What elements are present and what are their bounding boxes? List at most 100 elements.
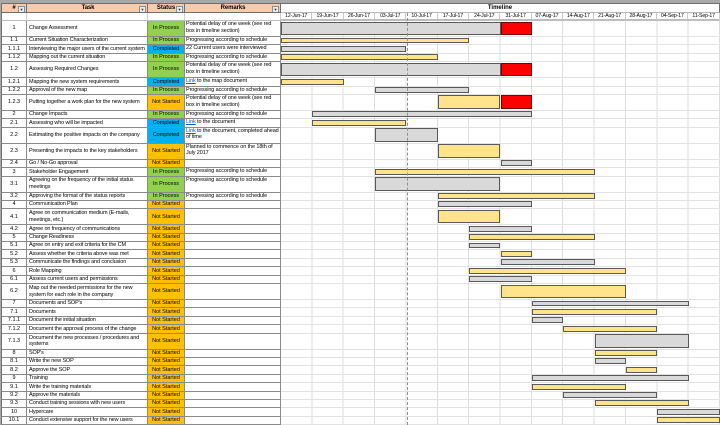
status-badge[interactable]: Not Started [148,242,185,251]
task-cell[interactable]: Approval of the new map [27,86,148,95]
timeline-date[interactable]: 31-Jul-17 [500,13,532,20]
row-number-cell[interactable]: 1.2.3 [1,94,27,111]
timeline-date[interactable]: 26-Jun-17 [343,13,376,20]
status-badge[interactable]: In Process [148,176,185,193]
row-number-cell[interactable]: 10 [1,408,27,417]
task-cell[interactable]: Stakeholder Engagement [27,168,148,177]
status-badge[interactable]: Not Started [148,143,185,160]
remark-cell[interactable]: Progressing according to schedule [185,86,281,95]
timeline-date[interactable]: 21-Aug-17 [594,13,626,20]
status-badge[interactable]: Completed [148,45,185,54]
row-number-cell[interactable]: 2.3 [1,143,27,160]
status-badge[interactable]: In Process [148,21,185,37]
remark-link[interactable]: Link [186,127,196,134]
row-number-cell[interactable]: 5.1 [1,242,27,251]
remark-cell[interactable]: Link to the document, completed ahead of… [185,127,281,144]
timeline-date[interactable]: 04-Sep-17 [657,13,689,20]
status-badge[interactable]: Not Started [148,275,185,285]
task-cell[interactable]: Document the approval process of the cha… [27,325,148,334]
task-cell[interactable]: Training [27,374,148,384]
empty-cell[interactable] [185,13,281,21]
task-cell[interactable]: Approve the SOP [27,366,148,375]
task-cell[interactable]: Agree on entry and exit criteria for the… [27,242,148,251]
task-cell[interactable]: Interviewing the major users of the curr… [27,45,148,54]
remark-cell[interactable]: Potential delay of one week (see red box… [185,62,281,79]
timeline-date[interactable]: 11-Sep-17 [688,13,719,20]
status-badge[interactable]: Not Started [148,267,185,276]
status-badge[interactable]: Not Started [148,308,185,317]
row-number-cell[interactable]: 2.1 [1,119,27,128]
remark-cell[interactable]: Link to the map document [185,78,281,87]
timeline-date[interactable]: 19-Jun-17 [312,13,344,20]
status-badge[interactable]: Not Started [148,416,185,425]
task-cell[interactable]: Documents [27,308,148,317]
remark-cell[interactable]: Planned to commence on the 18th of July … [185,143,281,160]
status-badge[interactable]: Not Started [148,333,185,350]
status-badge[interactable]: In Process [148,192,185,201]
remark-link[interactable]: Link [186,78,196,85]
status-badge[interactable]: Not Started [148,366,185,375]
task-cell[interactable]: Agreeing on the frequency of the initial… [27,176,148,193]
remark-cell[interactable] [185,159,281,169]
status-badge[interactable]: Not Started [148,349,185,358]
status-badge[interactable]: In Process [148,86,185,95]
task-cell[interactable]: Write the training materials [27,383,148,392]
remark-cell[interactable] [185,209,281,226]
status-badge[interactable]: Not Started [148,383,185,392]
remark-cell[interactable] [185,284,281,301]
remark-cell[interactable]: Progressing according to schedule [185,176,281,193]
remark-cell[interactable]: Potential delay of one week (see red box… [185,94,281,111]
remark-cell[interactable]: Progressing according to schedule [185,168,281,177]
timeline-date[interactable]: 14-Aug-17 [563,13,595,20]
remark-link[interactable]: Link [186,119,196,126]
status-badge[interactable]: Not Started [148,399,185,409]
status-badge[interactable]: Not Started [148,200,185,210]
timeline-date[interactable]: 03-Jul-17 [375,13,407,20]
task-cell[interactable]: Agree on frequency of communications [27,225,148,234]
row-number-cell[interactable]: 5.3 [1,258,27,268]
remark-cell[interactable] [185,357,281,367]
task-cell[interactable]: Approving the format of the status repor… [27,192,148,201]
task-cell[interactable]: Change Readiness [27,233,148,243]
timeline-date[interactable]: 07-Aug-17 [531,13,564,20]
row-number-cell[interactable]: 4 [1,200,27,210]
timeline-date[interactable]: 17-Jul-17 [437,13,470,20]
remark-cell[interactable]: Progressing according to schedule [185,110,281,120]
task-cell[interactable]: Assessing who will be impacted [27,119,148,128]
task-cell[interactable]: Hypercare [27,408,148,417]
remark-cell[interactable]: Progressing according to schedule [185,192,281,201]
remark-cell[interactable] [185,267,281,276]
status-badge[interactable]: In Process [148,53,185,63]
status-badge[interactable]: Not Started [148,94,185,111]
row-number-cell[interactable]: 7.1.3 [1,333,27,350]
remark-cell[interactable] [185,316,281,326]
task-cell[interactable]: Map out the needed permissions for the n… [27,284,148,301]
task-cell[interactable]: Presenting the impacts to the key stakeh… [27,143,148,160]
status-badge[interactable]: Not Started [148,325,185,334]
filter-dropdown-icon[interactable]: ▾ [18,5,25,12]
status-badge[interactable]: Completed [148,78,185,87]
remark-cell[interactable] [185,416,281,425]
task-cell[interactable]: Change Assessment [27,21,148,37]
task-cell[interactable]: Documents and SOP's [27,300,148,309]
row-number-cell[interactable]: 3 [1,168,27,177]
remark-cell[interactable]: Link to the document [185,119,281,128]
row-number-cell[interactable]: 2.4 [1,159,27,169]
remark-cell[interactable] [185,374,281,384]
status-badge[interactable]: Not Started [148,316,185,326]
remark-cell[interactable] [185,275,281,285]
status-badge[interactable]: Completed [148,119,185,128]
filter-dropdown-icon[interactable]: ▾ [272,5,279,12]
task-cell[interactable]: Putting together a work plan for the new… [27,94,148,111]
row-number-cell[interactable]: 6.2 [1,284,27,301]
task-cell[interactable]: Agree on communication medium (E-mails, … [27,209,148,226]
status-badge[interactable]: Not Started [148,374,185,384]
remark-cell[interactable] [185,383,281,392]
task-cell[interactable]: Communication Plan [27,200,148,210]
task-cell[interactable]: Go / No-Go approval [27,159,148,169]
status-badge[interactable]: In Process [148,168,185,177]
remark-cell[interactable] [185,333,281,350]
empty-cell[interactable] [148,13,185,21]
remark-cell[interactable] [185,408,281,417]
row-number-cell[interactable]: 9.1 [1,383,27,392]
